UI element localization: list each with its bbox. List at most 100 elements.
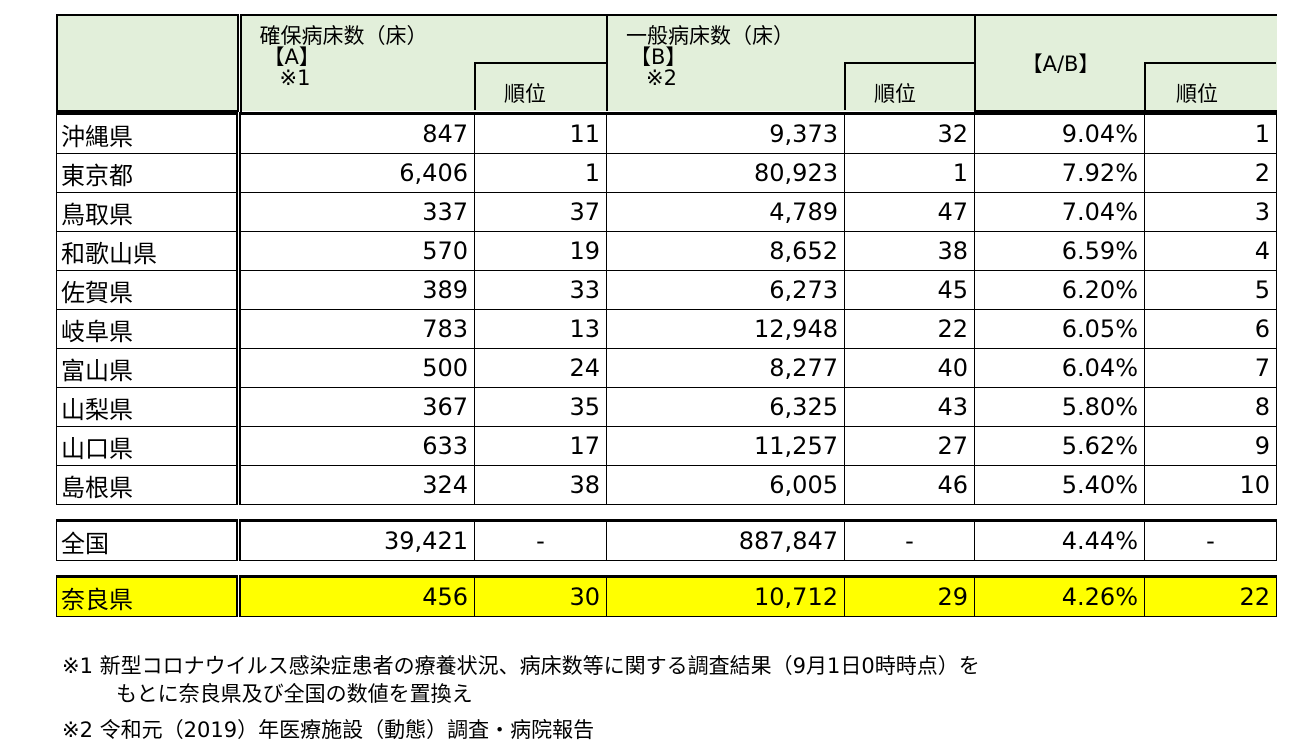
national-row-table: 全国 39,421 - 887,847 - 4.44% - bbox=[56, 519, 1277, 561]
ratio-value: 6.05% bbox=[974, 309, 1145, 349]
row-name: 山梨県 bbox=[56, 387, 241, 427]
row-name: 山口県 bbox=[56, 426, 241, 466]
rank-label-ratio: 順位 bbox=[1176, 82, 1218, 106]
general-beds-value: 887,847 bbox=[606, 519, 845, 561]
secured-rank-value: 37 bbox=[474, 192, 607, 232]
ratio-value: 4.44% bbox=[974, 519, 1145, 561]
national-row: 全国 39,421 - 887,847 - 4.44% - bbox=[56, 519, 1277, 561]
ratio-rank-value: 8 bbox=[1144, 387, 1277, 427]
row-name: 島根県 bbox=[56, 465, 241, 505]
table-row: 和歌山県 570 19 8,652 38 6.59% 4 bbox=[56, 231, 1277, 271]
row-name: 岐阜県 bbox=[56, 309, 241, 349]
table-row: 佐賀県 389 33 6,273 45 6.20% 5 bbox=[56, 270, 1277, 310]
secured-beds-value: 6,406 bbox=[238, 153, 475, 193]
general-rank-value: 45 bbox=[844, 270, 975, 310]
secured-rank-value: 35 bbox=[474, 387, 607, 427]
row-name: 奈良県 bbox=[56, 575, 241, 617]
table-row: 山口県 633 17 11,257 27 5.62% 9 bbox=[56, 426, 1277, 466]
ratio-rank-value: 1 bbox=[1144, 112, 1277, 154]
ratio-rank-value: 3 bbox=[1144, 192, 1277, 232]
general-beds-value: 8,652 bbox=[606, 231, 845, 271]
general-rank-value: 32 bbox=[844, 112, 975, 154]
ratio-value: 6.04% bbox=[974, 348, 1145, 388]
row-name: 富山県 bbox=[56, 348, 241, 388]
general-beds-value: 80,923 bbox=[606, 153, 845, 193]
rank-label-a: 順位 bbox=[504, 82, 546, 106]
row-name: 佐賀県 bbox=[56, 270, 241, 310]
ratio-value: 5.40% bbox=[974, 465, 1145, 505]
ratio-value: 6.59% bbox=[974, 231, 1145, 271]
table-row: 鳥取県 337 37 4,789 47 7.04% 3 bbox=[56, 192, 1277, 232]
bed-ratio-table: 確保病床数（床） 【A】 ※1 一般病床数（床） 【B】 ※2 【A/B】 順位… bbox=[56, 14, 1278, 617]
nara-row: 奈良県 456 30 10,712 29 4.26% 22 bbox=[56, 575, 1277, 617]
ratio-value: 5.80% bbox=[974, 387, 1145, 427]
row-name: 全国 bbox=[56, 519, 241, 561]
prefecture-rows: 沖縄県 847 11 9,373 32 9.04% 1 東京都 6,406 1 80,923 1 7.9… bbox=[56, 112, 1277, 505]
general-rank-value: 1 bbox=[844, 153, 975, 193]
ratio-value: 9.04% bbox=[974, 112, 1145, 154]
rank-header-ratio: 順位 bbox=[1144, 62, 1276, 110]
secured-title: 確保病床数（床） bbox=[259, 24, 428, 48]
general-rank-value: 38 bbox=[844, 231, 975, 271]
secured-beds-value: 500 bbox=[238, 348, 475, 388]
general-note: ※2 bbox=[646, 66, 677, 90]
secured-beds-value: 456 bbox=[238, 575, 475, 617]
secured-beds-value: 570 bbox=[238, 231, 475, 271]
general-beds-value: 4,789 bbox=[606, 192, 845, 232]
ratio-value: 7.92% bbox=[974, 153, 1145, 193]
secured-rank-value: 17 bbox=[474, 426, 607, 466]
general-rank-value: 40 bbox=[844, 348, 975, 388]
ratio-value: 4.26% bbox=[974, 575, 1145, 617]
ratio-title: 【A/B】 bbox=[1021, 52, 1100, 76]
secured-beds-value: 324 bbox=[238, 465, 475, 505]
secured-beds-value: 337 bbox=[238, 192, 475, 232]
ratio-rank-value: 2 bbox=[1144, 153, 1277, 193]
secured-beds-value: 389 bbox=[238, 270, 475, 310]
ratio-rank-value: 5 bbox=[1144, 270, 1277, 310]
table-row: 富山県 500 24 8,277 40 6.04% 7 bbox=[56, 348, 1277, 388]
general-beds-value: 9,373 bbox=[606, 112, 845, 154]
secured-beds-value: 633 bbox=[238, 426, 475, 466]
footnote-1-line-1: ※1 新型コロナウイルス感染症患者の療養状況、病床数等に関する調査結果（9月1日… bbox=[62, 654, 980, 678]
table-row: 岐阜県 783 13 12,948 22 6.05% 6 bbox=[56, 309, 1277, 349]
ratio-value: 6.20% bbox=[974, 270, 1145, 310]
ratio-rank-value: 7 bbox=[1144, 348, 1277, 388]
ratio-rank-value: 9 bbox=[1144, 426, 1277, 466]
general-beds-value: 8,277 bbox=[606, 348, 845, 388]
secured-rank-value: 11 bbox=[474, 112, 607, 154]
general-rank-value: 29 bbox=[844, 575, 975, 617]
secured-note: ※1 bbox=[279, 66, 311, 90]
general-beds-value: 12,948 bbox=[606, 309, 845, 349]
secured-sub: 【A】 bbox=[263, 45, 320, 69]
ratio-rank-value: 22 bbox=[1144, 575, 1277, 617]
secured-rank-value: 33 bbox=[474, 270, 607, 310]
secured-rank-value: 13 bbox=[474, 309, 607, 349]
general-sub: 【B】 bbox=[630, 45, 687, 69]
rank-label-b: 順位 bbox=[874, 82, 916, 106]
secured-rank-value: 19 bbox=[474, 231, 607, 271]
header-corner bbox=[56, 14, 242, 112]
rank-header-b: 順位 bbox=[844, 62, 974, 110]
header-general-beds: 一般病床数（床） 【B】 ※2 bbox=[606, 14, 976, 111]
rank-header-a: 順位 bbox=[474, 62, 606, 110]
general-rank-value: 43 bbox=[844, 387, 975, 427]
footnote-2: ※2 令和元（2019）年医療施設（動態）調査・病院報告 bbox=[62, 718, 595, 742]
general-title: 一般病床数（床） bbox=[626, 24, 794, 48]
row-name: 東京都 bbox=[56, 153, 241, 193]
row-name: 鳥取県 bbox=[56, 192, 241, 232]
secured-rank-value: 30 bbox=[474, 575, 607, 617]
general-rank-value: 46 bbox=[844, 465, 975, 505]
secured-beds-value: 39,421 bbox=[238, 519, 475, 561]
row-name: 沖縄県 bbox=[56, 112, 241, 154]
general-beds-value: 6,005 bbox=[606, 465, 845, 505]
secured-beds-value: 847 bbox=[238, 112, 475, 154]
general-beds-value: 6,273 bbox=[606, 270, 845, 310]
general-rank-value: 47 bbox=[844, 192, 975, 232]
table-row: 島根県 324 38 6,005 46 5.40% 10 bbox=[56, 465, 1277, 505]
secured-beds-value: 783 bbox=[238, 309, 475, 349]
footnotes: ※1 新型コロナウイルス感染症患者の療養状況、病床数等に関する調査結果（9月1日… bbox=[62, 652, 980, 744]
secured-rank-value: 38 bbox=[474, 465, 607, 505]
ratio-value: 5.62% bbox=[974, 426, 1145, 466]
general-rank-value: 27 bbox=[844, 426, 975, 466]
table-row: 東京都 6,406 1 80,923 1 7.92% 2 bbox=[56, 153, 1277, 193]
